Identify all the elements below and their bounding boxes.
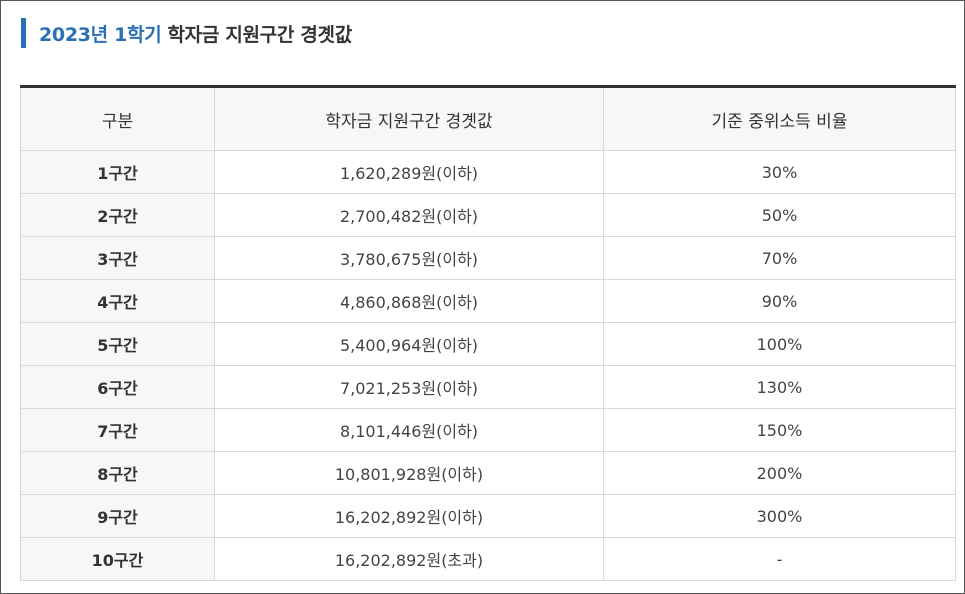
header-threshold: 학자금 지원구간 경곗값 (214, 86, 604, 151)
ratio-cell: 300% (603, 494, 956, 538)
ratio-cell: 200% (603, 451, 956, 495)
table-row: 2구간 2,700,482원(이하) 50% (20, 193, 956, 237)
threshold-cell: 1,620,289원(이하) (214, 150, 604, 194)
title-main: 학자금 지원구간 경곗값 (167, 23, 352, 46)
section-title: 2023년 1학기 학자금 지원구간 경곗값 (21, 18, 352, 48)
header-ratio: 기준 중위소득 비율 (603, 86, 956, 151)
table-row: 10구간 16,202,892원(초과) - (20, 537, 956, 581)
threshold-cell: 8,101,446원(이하) (214, 408, 604, 452)
segment-cell: 3구간 (20, 236, 215, 280)
ratio-cell: - (603, 537, 956, 581)
threshold-cell: 2,700,482원(이하) (214, 193, 604, 237)
table-row: 7구간 8,101,446원(이하) 150% (20, 408, 956, 452)
segment-cell: 10구간 (20, 537, 215, 581)
threshold-cell: 4,860,868원(이하) (214, 279, 604, 323)
table-row: 6구간 7,021,253원(이하) 130% (20, 365, 956, 409)
table-row: 4구간 4,860,868원(이하) 90% (20, 279, 956, 323)
threshold-cell: 3,780,675원(이하) (214, 236, 604, 280)
segment-cell: 2구간 (20, 193, 215, 237)
threshold-cell: 7,021,253원(이하) (214, 365, 604, 409)
ratio-cell: 70% (603, 236, 956, 280)
threshold-cell: 16,202,892원(이하) (214, 494, 604, 538)
ratio-cell: 100% (603, 322, 956, 366)
segment-cell: 6구간 (20, 365, 215, 409)
segment-cell: 8구간 (20, 451, 215, 495)
ratio-cell: 30% (603, 150, 956, 194)
segment-cell: 4구간 (20, 279, 215, 323)
support-threshold-table: 구분 학자금 지원구간 경곗값 기준 중위소득 비율 1구간 1,620,289… (20, 85, 956, 581)
threshold-cell: 16,202,892원(초과) (214, 537, 604, 581)
threshold-cell: 5,400,964원(이하) (214, 322, 604, 366)
table-header-row: 구분 학자금 지원구간 경곗값 기준 중위소득 비율 (20, 86, 956, 151)
segment-cell: 9구간 (20, 494, 215, 538)
title-accent-bar (21, 18, 26, 48)
ratio-cell: 50% (603, 193, 956, 237)
segment-cell: 7구간 (20, 408, 215, 452)
segment-cell: 1구간 (20, 150, 215, 194)
table-row: 3구간 3,780,675원(이하) 70% (20, 236, 956, 280)
segment-cell: 5구간 (20, 322, 215, 366)
ratio-cell: 90% (603, 279, 956, 323)
header-segment: 구분 (20, 86, 215, 151)
table-row: 9구간 16,202,892원(이하) 300% (20, 494, 956, 538)
title-semester: 2023년 1학기 (39, 23, 162, 46)
table-row: 5구간 5,400,964원(이하) 100% (20, 322, 956, 366)
ratio-cell: 130% (603, 365, 956, 409)
table-row: 8구간 10,801,928원(이하) 200% (20, 451, 956, 495)
threshold-cell: 10,801,928원(이하) (214, 451, 604, 495)
ratio-cell: 150% (603, 408, 956, 452)
table-row: 1구간 1,620,289원(이하) 30% (20, 150, 956, 194)
page-title: 2023년 1학기 학자금 지원구간 경곗값 (39, 20, 352, 47)
